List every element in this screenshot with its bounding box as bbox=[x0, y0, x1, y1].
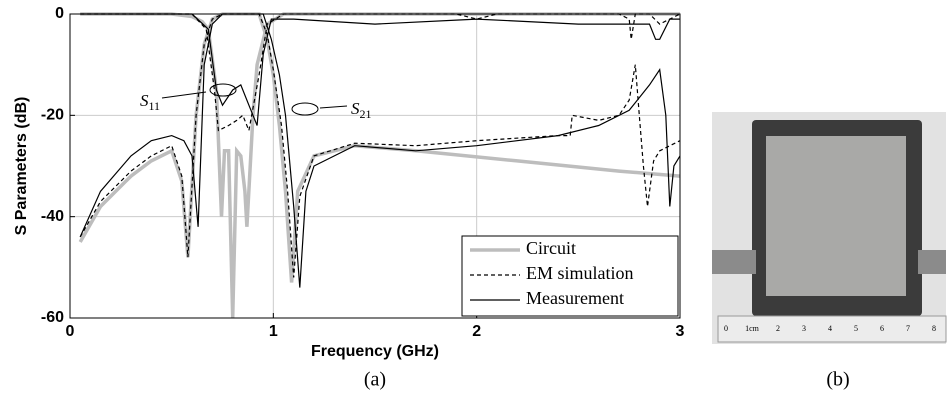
ruler-label: 5 bbox=[854, 324, 858, 333]
caption: (b) bbox=[826, 369, 849, 391]
y-axis-label: S Parameters (dB) bbox=[13, 97, 30, 236]
annotation: S21 bbox=[351, 99, 372, 121]
y-tick-label: -60 bbox=[41, 309, 64, 326]
y-tick-label: 0 bbox=[55, 5, 64, 22]
ruler-label: 1cm bbox=[745, 324, 760, 333]
annotation-text: S bbox=[140, 91, 149, 110]
annotation-sub: 11 bbox=[149, 99, 161, 113]
annotation-ellipse bbox=[209, 83, 237, 97]
legend-label: Circuit bbox=[526, 238, 576, 258]
plot-frame bbox=[69, 13, 681, 319]
ruler-label: 8 bbox=[932, 324, 936, 333]
annotation: S11 bbox=[140, 91, 160, 113]
ruler-label: 4 bbox=[828, 324, 832, 333]
ruler-label: 3 bbox=[802, 324, 806, 333]
series-line bbox=[79, 13, 681, 278]
annotation-ellipse bbox=[291, 102, 319, 116]
series-line bbox=[79, 13, 681, 288]
series-line bbox=[80, 13, 681, 133]
ruler-label: 7 bbox=[906, 324, 910, 333]
annotation-arrow bbox=[319, 105, 348, 109]
annotation-text: S bbox=[351, 99, 360, 118]
y-tick-label: -40 bbox=[41, 208, 64, 225]
legend-label: EM simulation bbox=[526, 263, 634, 283]
annotation-arrow bbox=[161, 91, 207, 99]
series-line bbox=[80, 13, 680, 126]
ruler-label: 6 bbox=[880, 324, 884, 333]
legend-label: Measurement bbox=[526, 288, 624, 308]
y-tick-label: -20 bbox=[41, 107, 64, 124]
x-tick-label: 1 bbox=[269, 323, 278, 340]
x-axis-label: Frequency (GHz) bbox=[311, 343, 439, 360]
caption: (a) bbox=[364, 369, 386, 391]
annotation-sub: 21 bbox=[360, 107, 372, 121]
ruler-label: 2 bbox=[776, 324, 780, 333]
x-tick-label: 0 bbox=[66, 323, 75, 340]
x-tick-label: 2 bbox=[472, 323, 481, 340]
x-tick-label: 3 bbox=[676, 323, 685, 340]
ruler-label: 0 bbox=[724, 324, 728, 333]
photo bbox=[712, 112, 947, 344]
